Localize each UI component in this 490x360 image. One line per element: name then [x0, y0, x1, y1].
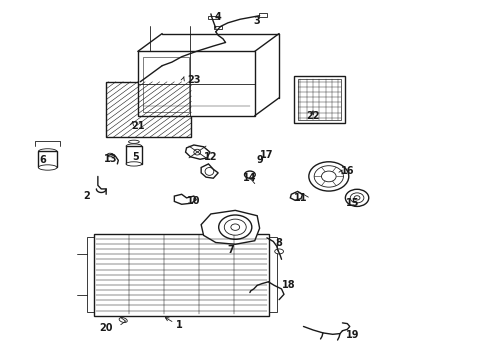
Polygon shape	[174, 194, 196, 204]
Text: 12: 12	[204, 152, 218, 162]
Ellipse shape	[275, 249, 284, 254]
Polygon shape	[201, 210, 260, 244]
Bar	[143, 58, 190, 112]
Text: 14: 14	[243, 173, 257, 183]
Text: 2: 2	[83, 191, 90, 201]
Ellipse shape	[126, 144, 142, 148]
Text: 22: 22	[306, 111, 320, 121]
Bar	[94, 234, 270, 316]
Text: 6: 6	[39, 156, 46, 165]
Text: 21: 21	[131, 121, 145, 131]
Text: 17: 17	[260, 150, 274, 160]
Bar	[270, 237, 277, 312]
Ellipse shape	[128, 140, 139, 143]
Bar	[106, 82, 192, 137]
Text: 1: 1	[176, 320, 183, 330]
Ellipse shape	[350, 193, 364, 203]
Bar	[38, 152, 57, 167]
Ellipse shape	[231, 224, 240, 230]
Ellipse shape	[314, 166, 343, 187]
Bar	[87, 237, 94, 312]
Ellipse shape	[309, 162, 349, 191]
Text: 20: 20	[99, 323, 113, 333]
Ellipse shape	[245, 171, 255, 178]
Text: 10: 10	[187, 197, 200, 206]
Bar	[208, 16, 218, 19]
Text: 15: 15	[345, 198, 359, 208]
Text: 13: 13	[104, 154, 118, 163]
Text: 19: 19	[345, 330, 359, 341]
Ellipse shape	[38, 165, 57, 170]
Polygon shape	[201, 164, 218, 178]
Text: 3: 3	[254, 16, 261, 26]
Polygon shape	[186, 145, 210, 159]
Ellipse shape	[354, 196, 360, 200]
Bar	[259, 13, 268, 18]
Ellipse shape	[345, 189, 369, 206]
Text: 7: 7	[227, 245, 234, 255]
Text: 8: 8	[276, 238, 283, 248]
Bar	[126, 146, 142, 164]
Text: 16: 16	[341, 166, 354, 176]
Ellipse shape	[224, 219, 246, 235]
Text: 4: 4	[215, 13, 221, 22]
Text: 23: 23	[187, 75, 200, 85]
Polygon shape	[290, 192, 302, 201]
Bar	[138, 51, 255, 116]
Text: 9: 9	[256, 156, 263, 165]
Ellipse shape	[38, 149, 57, 154]
Text: 18: 18	[282, 280, 295, 291]
Bar	[297, 79, 341, 120]
Text: 11: 11	[294, 193, 308, 203]
Ellipse shape	[126, 162, 142, 166]
Ellipse shape	[219, 215, 252, 239]
Text: 5: 5	[132, 152, 139, 162]
Ellipse shape	[321, 171, 336, 182]
Bar	[214, 26, 221, 29]
Bar	[294, 76, 345, 123]
